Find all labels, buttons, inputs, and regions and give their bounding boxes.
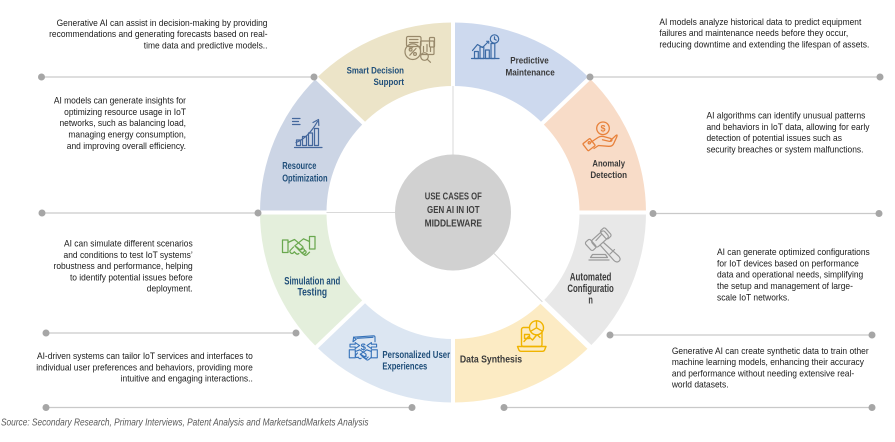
svg-text:Experiences: Experiences	[382, 361, 427, 372]
svg-text:Anomaly: Anomaly	[592, 158, 625, 168]
svg-text:for IoT devices based on perfo: for IoT devices based on performance	[717, 258, 859, 268]
svg-text:AI models can generate insight: AI models can generate insights for	[54, 95, 186, 105]
svg-text:Maintenance: Maintenance	[505, 67, 554, 78]
svg-text:networks, such as balancing lo: networks, such as balancing load,	[59, 118, 186, 128]
svg-text:Smart Decision: Smart Decision	[347, 66, 405, 77]
svg-text:Resource: Resource	[282, 161, 317, 172]
svg-text:Source: Secondary Research, Pr: Source: Secondary Research, Primary Inte…	[1, 417, 369, 428]
svg-text:managing energy consumption,: managing energy consumption,	[68, 129, 186, 139]
svg-text:recommendations and generating: recommendations and generating forecasts…	[49, 29, 267, 39]
svg-text:Automated: Automated	[570, 271, 612, 283]
svg-text:Generative AI can assist in de: Generative AI can assist in decision-mak…	[57, 18, 268, 28]
svg-text:individual user preferences an: individual user preferences and behavior…	[36, 362, 253, 372]
svg-text:the setup and management of la: the setup and management of large-	[717, 281, 853, 291]
svg-text:GEN AI IN IOT: GEN AI IN IOT	[427, 205, 480, 216]
svg-text:AI algorithms can identify unu: AI algorithms can identify unusual patte…	[706, 110, 865, 120]
svg-text:USE CASES OF: USE CASES OF	[425, 191, 482, 202]
svg-text:detection of potential issues: detection of potential issues such as	[706, 133, 842, 143]
svg-text:time data and predictive model: time data and predictive models..	[144, 40, 268, 50]
svg-text:Simulation and: Simulation and	[284, 275, 340, 287]
svg-text:failures and maintenance needs: failures and maintenance needs before th…	[659, 28, 848, 38]
svg-text:and conditions to test IoT sys: and conditions to test IoT systems’	[64, 250, 193, 260]
svg-text:AI models analyze historical d: AI models analyze historical data to pre…	[659, 17, 862, 27]
svg-text:Optimization: Optimization	[282, 174, 327, 185]
svg-text:AI can simulate different scen: AI can simulate different scenarios	[64, 238, 193, 248]
svg-text:AI-driven systems can tailor I: AI-driven systems can tailor IoT service…	[37, 351, 253, 361]
svg-text:world datasets.: world datasets.	[671, 379, 729, 389]
svg-text:to identify potential issues b: to identify potential issues before	[70, 272, 193, 282]
svg-text:n: n	[588, 295, 593, 307]
svg-text:Detection: Detection	[590, 170, 627, 180]
svg-text:MIDDLEWARE: MIDDLEWARE	[425, 219, 483, 230]
svg-text:and improving overall efficien: and improving overall efficiency.	[67, 141, 186, 151]
svg-text:Configuratio: Configuratio	[567, 283, 614, 295]
svg-text:data and operational needs, si: data and operational needs, simplifying	[717, 269, 863, 279]
svg-text:$: $	[361, 342, 367, 353]
svg-text:Testing: Testing	[298, 287, 328, 299]
svg-text:deployment.: deployment.	[147, 283, 193, 293]
svg-text:scale IoT networks.: scale IoT networks.	[717, 292, 789, 302]
svg-text:Generative AI can create synth: Generative AI can create synthetic data …	[672, 346, 869, 356]
svg-text:security breaches or system ma: security breaches or system malfunctions…	[706, 144, 863, 154]
svg-text:Personalized User: Personalized User	[382, 350, 450, 361]
svg-text:optimizing resource usage in I: optimizing resource usage in IoT	[64, 107, 186, 117]
svg-text:and performance without needin: and performance without needing extensiv…	[672, 368, 854, 378]
svg-text:reducing downtime and extendin: reducing downtime and extending the life…	[659, 39, 869, 49]
svg-text:robustness and performance, he: robustness and performance, helping	[54, 261, 193, 271]
svg-text:and behaviors in IoT data, all: and behaviors in IoT data, allowing for …	[706, 122, 870, 132]
svg-text:Data Synthesis: Data Synthesis	[460, 355, 523, 366]
svg-text:AI can generate optimized conf: AI can generate optimized configurations	[717, 247, 870, 257]
svg-text:$: $	[600, 124, 605, 134]
svg-text:machine learning models, enhan: machine learning models, enhancing their…	[672, 357, 865, 367]
svg-text:Support: Support	[374, 77, 405, 88]
svg-text:Predictive: Predictive	[510, 56, 549, 67]
svg-text:intuitive and engaging interac: intuitive and engaging interactions..	[121, 373, 253, 383]
